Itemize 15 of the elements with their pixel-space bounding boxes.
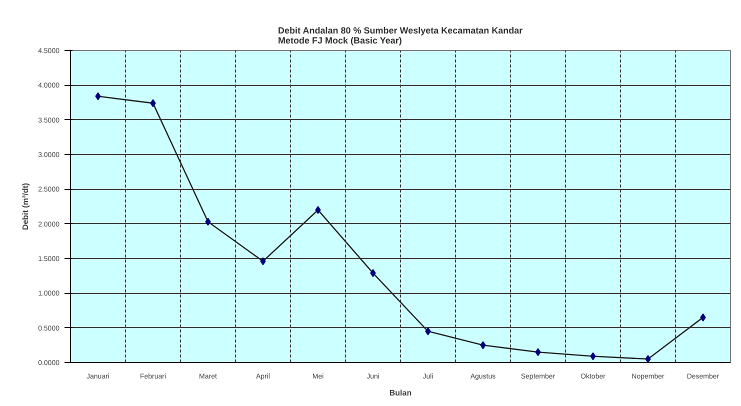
point — [425, 327, 431, 336]
point — [95, 92, 101, 100]
point — [700, 313, 706, 322]
point — [590, 352, 596, 360]
point — [645, 355, 651, 362]
point — [480, 341, 486, 350]
y-axis-title: Debit (m³/dt) — [21, 182, 30, 230]
x-axis-title: Bulan — [389, 388, 412, 398]
chart-title: Debit Andalan 80 % Sumber Weslyeta Kecamatan Kandar Metode FJ Mock (Basic Year) — [278, 26, 524, 46]
point — [260, 257, 266, 266]
point — [535, 348, 541, 356]
point — [205, 218, 211, 226]
point — [370, 269, 376, 278]
point — [315, 206, 321, 214]
point — [150, 99, 156, 108]
